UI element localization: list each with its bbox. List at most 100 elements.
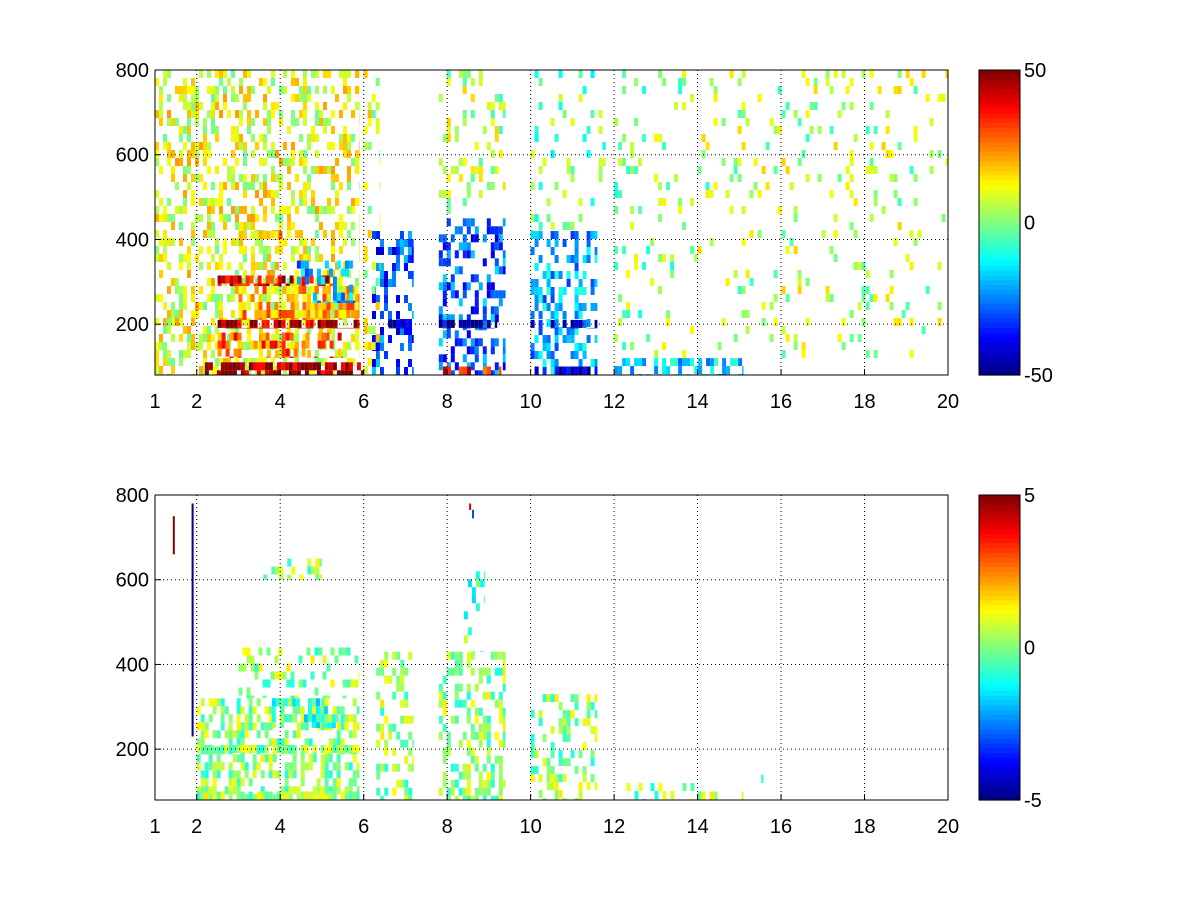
heatmap-cell (737, 126, 742, 134)
heatmap-cell (486, 667, 491, 676)
heatmap-cell (371, 94, 376, 102)
heatmap-cell (570, 366, 575, 375)
heatmap-cell (351, 358, 355, 366)
heatmap-cell (207, 230, 211, 238)
heatmap-cell (857, 302, 862, 310)
colorbar-segment (979, 533, 1020, 539)
heatmap-cell (400, 683, 405, 692)
heatmap-cell (303, 310, 307, 318)
heatmap-cell (466, 330, 471, 339)
heatmap-cell (204, 762, 209, 771)
heatmap-cell (359, 238, 360, 246)
heatmap-cell (765, 142, 770, 150)
heatmap-cell (224, 370, 229, 375)
heatmap-cell (311, 722, 316, 728)
heatmap-cell (682, 358, 687, 367)
heatmap-cell (749, 278, 754, 286)
heatmap-cell (327, 198, 331, 206)
heatmap-cell (721, 118, 726, 126)
heatmap-cell (678, 86, 683, 94)
heatmap-cell (311, 566, 316, 575)
heatmap-cell (438, 362, 443, 371)
heatmap-cell (279, 110, 283, 118)
heatmap-cell (482, 715, 487, 724)
heatmap-cell (438, 715, 443, 724)
heatmap-cell (231, 174, 235, 182)
colorbar-segment (979, 652, 1020, 658)
heatmap-cell (474, 226, 479, 235)
colorbar-segment (979, 327, 1020, 333)
heatmap-cell (466, 190, 471, 198)
heatmap-cell (809, 126, 814, 134)
heatmap-cell (288, 362, 293, 371)
heatmap-cell (355, 86, 359, 94)
colorbar-segment (979, 547, 1020, 553)
heatmap-cell (530, 766, 535, 775)
heatmap-cell (458, 70, 463, 78)
heatmap-cell (335, 94, 339, 102)
heatmap-cell (590, 70, 595, 78)
heatmap-cell (235, 286, 239, 294)
heatmap-cell (331, 246, 335, 254)
heatmap-cell (384, 747, 389, 756)
heatmap-cell (757, 190, 762, 198)
heatmap-cell (233, 332, 238, 341)
heatmap-cell (242, 647, 247, 656)
heatmap-cell (323, 722, 328, 728)
heatmap-cell (331, 334, 335, 342)
heatmap-cell (269, 340, 274, 349)
colorbar-segment (979, 332, 1020, 338)
heatmap-cell (363, 246, 368, 254)
top-plot-frame (154, 69, 949, 376)
heatmap-cell (263, 102, 267, 110)
heatmap-cell (340, 744, 345, 753)
heatmap-cell (270, 318, 275, 320)
colorbar-segment (979, 509, 1020, 515)
heatmap-cell (332, 778, 337, 787)
heatmap-cell (274, 671, 279, 680)
heatmap-cell (388, 319, 393, 328)
heatmap-cell (183, 286, 187, 294)
heatmap-cell (331, 142, 335, 150)
heatmap-cell (183, 190, 187, 198)
heatmap-cell (316, 276, 321, 285)
heatmap-cell (550, 271, 555, 279)
heatmap-cell (271, 698, 276, 707)
heatmap-cell (396, 255, 400, 263)
heatmap-cell (285, 332, 290, 341)
heatmap-cell (299, 86, 303, 94)
heatmap-cell (412, 715, 414, 724)
heatmap-cell (346, 302, 351, 310)
heatmap-cell (379, 214, 381, 222)
heatmap-cell (442, 779, 447, 788)
heatmap-cell (191, 238, 195, 246)
heatmap-cell (342, 302, 347, 310)
heatmap-cell (586, 239, 591, 247)
heatmap-cell (404, 327, 408, 335)
heatmap-cell (244, 752, 249, 754)
heatmap-cell (582, 86, 587, 94)
heatmap-cell (207, 86, 211, 94)
heatmap-cell (690, 198, 695, 206)
heatmap-cell (286, 294, 291, 302)
heatmap-cell (352, 714, 357, 723)
heatmap-cell (211, 126, 215, 134)
heatmap-cell (534, 134, 539, 142)
heatmap-cell (167, 350, 171, 358)
heatmap-cell (279, 182, 283, 190)
heatmap-cell (554, 303, 559, 311)
heatmap-cell (265, 327, 270, 329)
heatmap-cell (163, 78, 167, 86)
heatmap-cell (219, 78, 223, 86)
heatmap-cell (498, 298, 503, 307)
heatmap-cell (267, 350, 271, 358)
colorbar-segment (979, 351, 1020, 357)
heatmap-cell (650, 238, 655, 246)
heatmap-cell (290, 302, 295, 310)
heatmap-cell (454, 338, 459, 347)
heatmap-cell (356, 786, 360, 795)
heatmap-cell (255, 238, 259, 246)
heatmap-cell (288, 752, 293, 754)
heatmap-cell (404, 691, 409, 700)
heatmap-cell (837, 174, 842, 182)
